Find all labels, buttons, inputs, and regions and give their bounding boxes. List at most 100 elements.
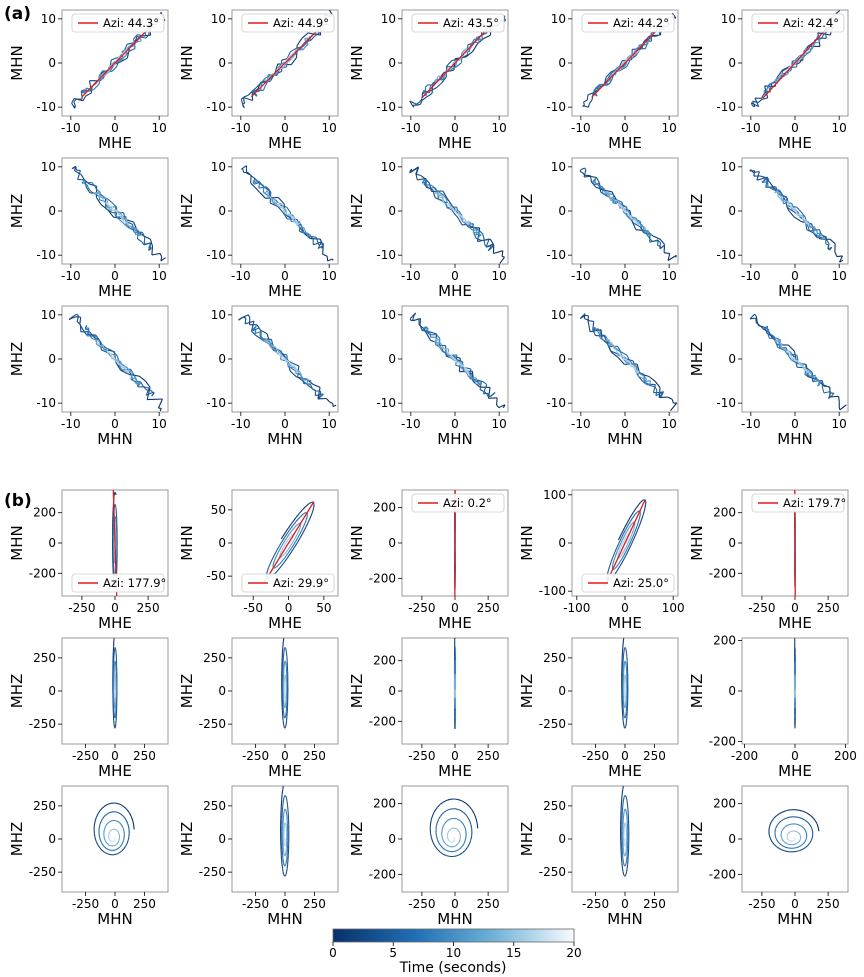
trajectory-segment <box>624 547 627 551</box>
y-tick-label: 0 <box>388 204 396 218</box>
trajectory-segment <box>588 325 591 332</box>
trajectory-segment <box>458 809 462 812</box>
trajectory-segment <box>753 170 756 177</box>
legend-a-r1-c2: Azi: 44.9° <box>241 13 335 33</box>
trajectory-segment <box>131 41 135 45</box>
y-tick-label: 10 <box>381 308 396 322</box>
azimuth-line <box>604 499 646 587</box>
axes-frame <box>741 157 849 265</box>
trajectory-segment <box>268 345 272 348</box>
trajectory-segment <box>289 541 292 544</box>
trajectory-segment <box>638 518 640 522</box>
trajectory-segment <box>594 181 597 185</box>
trajectory-segment <box>644 226 647 231</box>
trajectory-segment <box>439 851 444 855</box>
trajectory-segment <box>838 10 841 12</box>
trajectory-segment <box>487 393 490 397</box>
trajectory-segment <box>454 850 457 852</box>
y-tick-label: -10 <box>716 396 736 410</box>
trajectory-segment <box>476 37 482 41</box>
trajectory-segment <box>289 361 291 365</box>
trajectory-segment <box>606 81 612 86</box>
trajectory-segment <box>608 192 611 195</box>
trajectory-segment <box>118 821 121 824</box>
trajectory-segment <box>286 534 290 538</box>
trajectory-segment <box>105 72 108 76</box>
y-tick-label: -200 <box>29 566 56 580</box>
trajectory-segment <box>638 43 643 46</box>
y-axis-label: MHZ <box>8 822 26 857</box>
trajectory-segment <box>671 399 674 404</box>
trajectory-segment <box>252 182 255 185</box>
trajectory-segment <box>599 330 602 335</box>
trajectory-segment <box>767 177 770 180</box>
trajectory-segment <box>292 527 295 531</box>
trajectory-segment <box>409 100 417 105</box>
trajectory-segment <box>290 363 293 366</box>
trajectory-segment <box>275 351 280 355</box>
x-tick-label: 0 <box>621 417 629 431</box>
trajectory-segment <box>286 361 289 365</box>
x-axis-label: MHN <box>777 430 812 448</box>
trajectory-segment <box>484 244 487 248</box>
trajectory-segment <box>751 170 754 173</box>
trajectory-segment <box>109 830 111 833</box>
trajectory-segment <box>265 341 269 344</box>
trajectory-segment <box>482 32 488 36</box>
trajectory-segment <box>137 229 140 232</box>
x-axis-label: MHE <box>608 134 642 152</box>
trajectory-segment <box>415 174 418 181</box>
trajectory-segment <box>317 241 320 246</box>
trajectory-segment <box>788 204 791 206</box>
trajectory-segment <box>593 88 596 91</box>
trajectory-segment <box>284 212 287 215</box>
trajectory-segment <box>98 70 104 77</box>
trajectory-segment <box>96 343 99 347</box>
trajectory-segment <box>305 44 309 48</box>
trajectory-segment <box>437 343 440 347</box>
trajectory-segment <box>647 230 650 235</box>
legend-a-r1-c1: Azi: 44.3° <box>71 13 165 33</box>
trajectory-segment <box>625 359 628 362</box>
y-axis-label: MHZ <box>688 342 706 377</box>
trajectory-segment <box>121 52 124 55</box>
trajectory-segment <box>436 839 440 844</box>
trajectory-segment <box>459 839 461 842</box>
trajectory-segment <box>761 97 768 101</box>
trajectory-segment <box>803 218 806 220</box>
trajectory-segment <box>85 92 92 97</box>
trajectory-segment <box>114 802 119 805</box>
trajectory-segment <box>125 819 128 824</box>
x-tick-label: 250 <box>303 897 326 911</box>
trajectory-segment <box>282 797 285 801</box>
trajectory-segment <box>412 105 415 108</box>
trajectory-segment <box>117 832 120 834</box>
trajectory-segment <box>98 836 101 840</box>
trajectory-segment <box>628 525 632 528</box>
trajectory-segment <box>622 355 627 359</box>
x-tick-label: -250 <box>408 749 435 763</box>
trajectory-segment <box>488 397 498 399</box>
trajectory-segment <box>103 348 108 352</box>
trajectory-segment <box>284 527 290 534</box>
trajectory-segment <box>258 182 261 189</box>
trajectory-segment <box>105 198 109 203</box>
trajectory-segment <box>446 855 450 857</box>
legend-text: Azi: 44.9° <box>273 16 329 30</box>
trajectory-segment <box>243 96 253 102</box>
trajectory-segment <box>780 198 784 202</box>
trajectory-segment <box>458 362 461 365</box>
trajectory-segment <box>779 74 782 78</box>
trajectory-segment <box>126 840 129 844</box>
trajectory-segment <box>620 545 622 549</box>
x-tick-label: -10 <box>571 269 591 283</box>
trajectory-segment <box>416 103 421 106</box>
y-tick-label: -10 <box>206 396 226 410</box>
trajectory-segment <box>599 337 604 341</box>
trajectory-segment <box>297 376 304 382</box>
x-tick-label: -10 <box>401 417 421 431</box>
y-axis-label: MHN <box>688 45 706 80</box>
trajectory-segment <box>243 316 247 319</box>
